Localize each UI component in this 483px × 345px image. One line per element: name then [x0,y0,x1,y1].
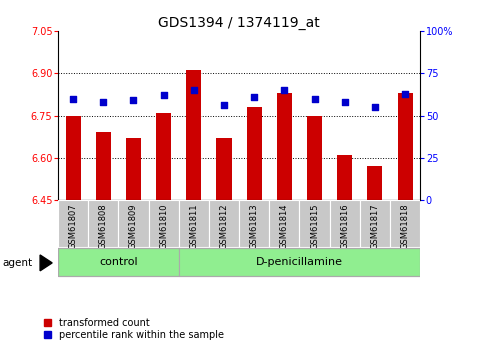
Bar [156,113,171,200]
Text: GSM61812: GSM61812 [219,204,228,249]
Bar [58,248,179,276]
Text: GSM61815: GSM61815 [310,204,319,249]
Bar [330,200,360,247]
Bar [337,155,352,200]
Bar [247,107,262,200]
Bar [66,116,81,200]
Bar [307,116,322,200]
Bar [179,248,420,276]
Bar [58,200,88,247]
Text: control: control [99,257,138,267]
Bar [186,70,201,200]
Text: GSM61813: GSM61813 [250,204,259,249]
Legend: transformed count, percentile rank within the sample: transformed count, percentile rank withi… [43,318,224,340]
Text: GSM61808: GSM61808 [99,204,108,249]
Text: agent: agent [2,258,32,268]
Text: GSM61811: GSM61811 [189,204,199,249]
Bar [390,200,420,247]
Bar [118,200,149,247]
Bar [96,132,111,200]
Text: D-penicillamine: D-penicillamine [256,257,343,267]
Text: GSM61817: GSM61817 [370,204,380,249]
Bar [216,138,231,200]
Text: GSM61814: GSM61814 [280,204,289,249]
Bar [239,200,270,247]
Point [160,92,168,98]
Text: GSM61807: GSM61807 [69,204,78,249]
Point [341,99,349,105]
Text: GSM61816: GSM61816 [340,204,349,249]
Point [401,91,409,96]
Bar [126,138,141,200]
Point [250,94,258,100]
Text: GSM61810: GSM61810 [159,204,168,249]
Bar [270,200,299,247]
Bar [179,200,209,247]
Point [129,98,137,103]
Text: GSM61818: GSM61818 [400,204,410,249]
Point [281,88,288,93]
Point [99,99,107,105]
Bar [368,166,383,200]
Text: GSM61809: GSM61809 [129,204,138,249]
Bar [299,200,330,247]
Bar [88,200,118,247]
Point [311,96,318,101]
Bar [149,200,179,247]
Bar [209,200,239,247]
Point [220,103,228,108]
Title: GDS1394 / 1374119_at: GDS1394 / 1374119_at [158,16,320,30]
Point [69,96,77,101]
Point [371,105,379,110]
Point [190,88,198,93]
Bar [277,93,292,200]
Bar [398,93,412,200]
Bar [360,200,390,247]
